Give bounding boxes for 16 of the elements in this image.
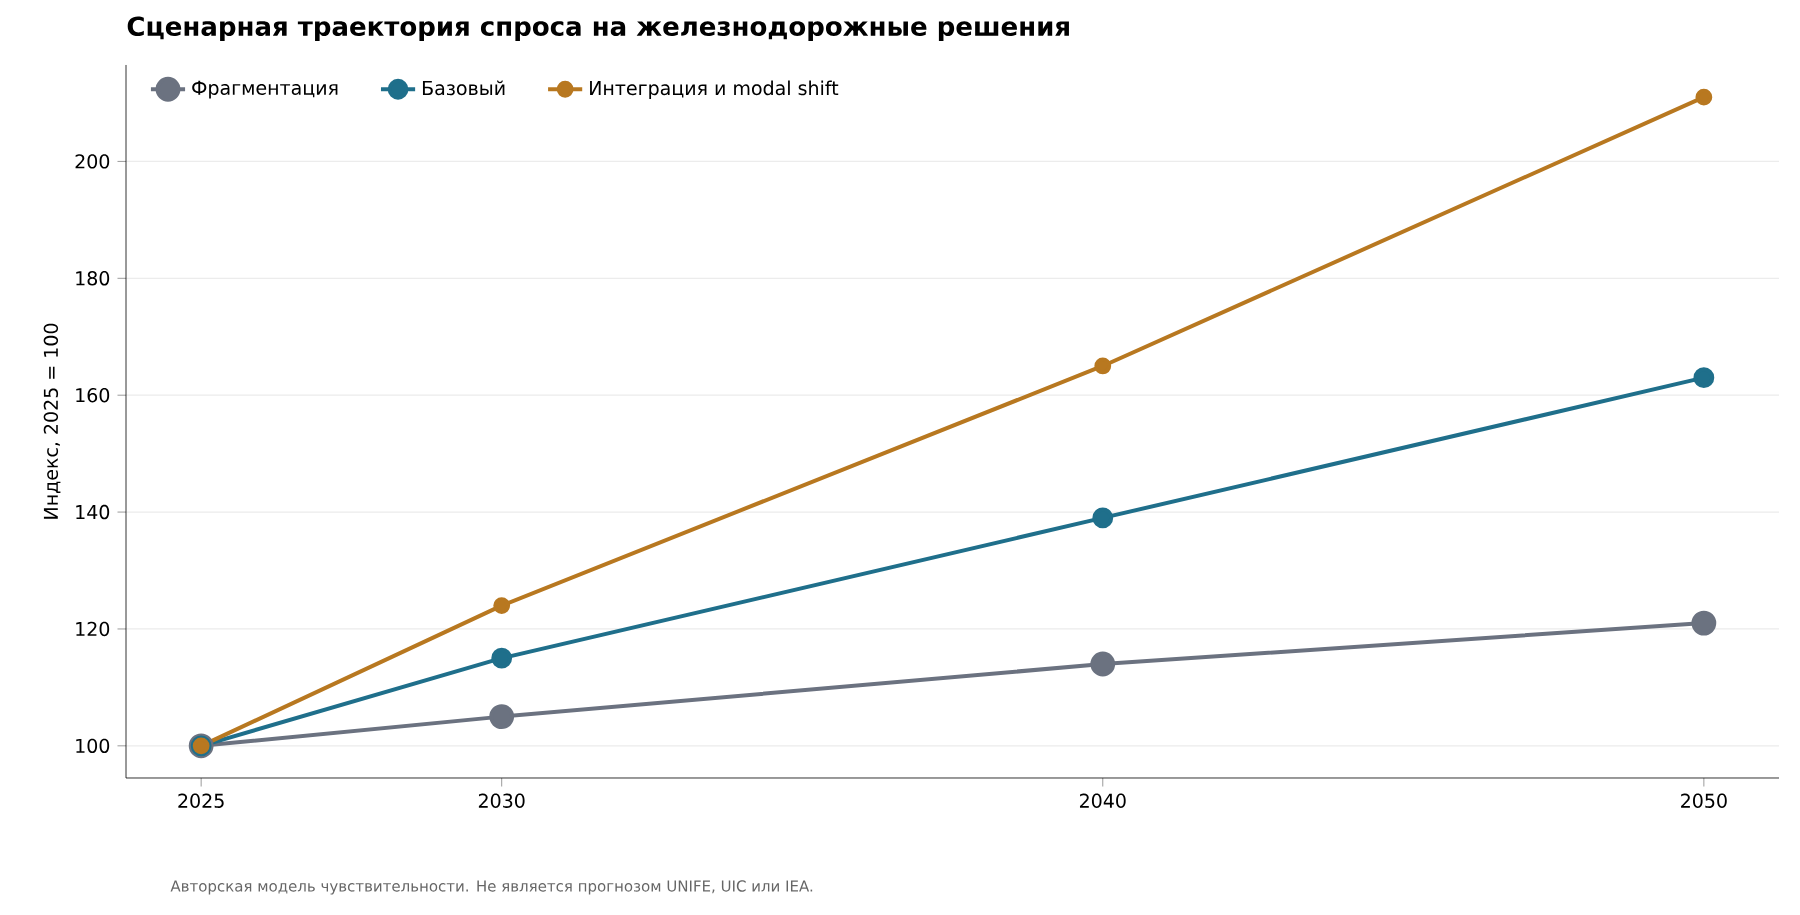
legend-label: Базовый bbox=[422, 80, 505, 96]
chart-title: Сценарная траектория спроса на железнодорожные решения bbox=[127, 16, 1069, 42]
y-tick-label: 160 bbox=[76, 387, 110, 403]
y-tick-label: 100 bbox=[76, 738, 110, 754]
legend-label: Интеграция и modal shift bbox=[590, 80, 839, 99]
x-tick-label: 2040 bbox=[1079, 793, 1126, 808]
x-tick-label: 2025 bbox=[178, 793, 224, 808]
y-tick-label: 120 bbox=[76, 621, 110, 637]
y-tick-label: 200 bbox=[75, 154, 110, 169]
y-axis-title: Индекс, 2025 = 100 bbox=[43, 323, 61, 519]
x-tick-label: 2050 bbox=[1681, 793, 1727, 808]
legend-label: Фрагментация bbox=[192, 80, 338, 99]
y-tick-label: 140 bbox=[76, 504, 110, 520]
text: Авторская модель чувствительности. Не является прогнозом UNIFE, UIC или IEA. bbox=[170, 880, 813, 895]
x-tick-label: 2030 bbox=[478, 793, 525, 808]
y-tick-label: 180 bbox=[76, 271, 110, 286]
